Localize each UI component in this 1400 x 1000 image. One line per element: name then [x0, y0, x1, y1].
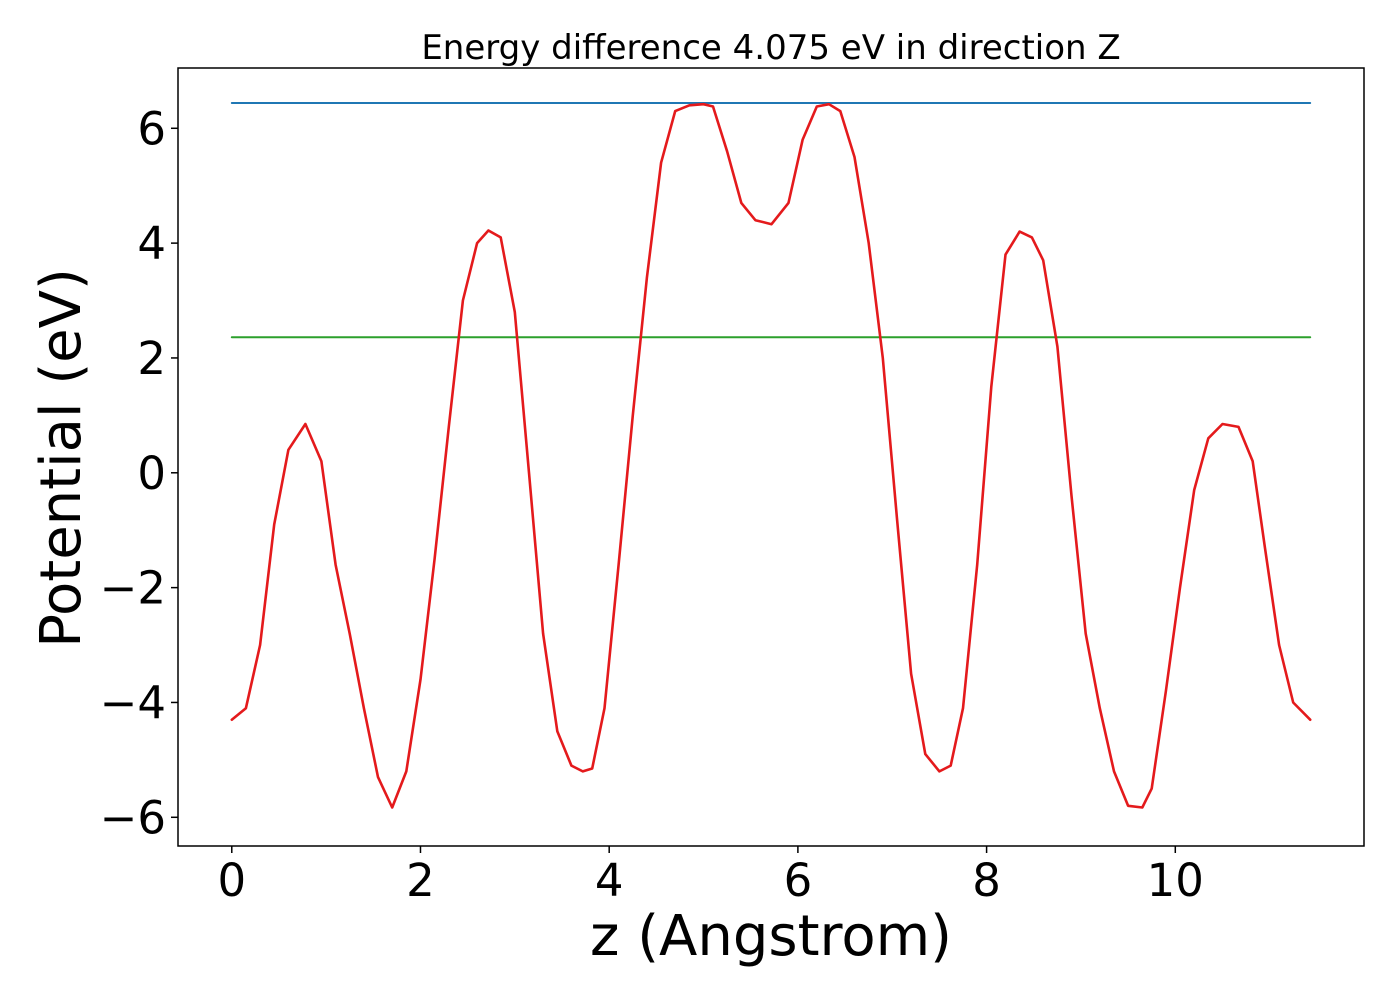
y-axis-label: Potential (eV) — [29, 268, 94, 648]
potential-curve — [230, 102, 1312, 809]
chart-title: Energy difference 4.075 eV in direction … — [421, 28, 1120, 68]
plot-frame — [177, 67, 1365, 847]
y-tick-label: −6 — [100, 791, 166, 844]
x-tick-label: 0 — [217, 854, 246, 907]
y-tick-label: −2 — [100, 562, 166, 615]
x-axis-label: z (Angstrom) — [590, 904, 952, 969]
x-axis-ticks: 0 2 4 6 8 10 — [217, 846, 1204, 907]
y-tick-label: 6 — [137, 102, 166, 155]
x-tick-label: 8 — [972, 854, 1001, 907]
x-tick-label: 2 — [406, 854, 435, 907]
x-tick-label: 10 — [1147, 854, 1204, 907]
y-tick-label: −4 — [100, 676, 166, 729]
y-axis-ticks: −6 −4 −2 0 2 4 6 — [100, 102, 178, 844]
y-tick-label: 2 — [137, 332, 166, 385]
y-tick-label: 0 — [137, 447, 166, 500]
x-tick-label: 4 — [595, 854, 624, 907]
x-tick-label: 6 — [784, 854, 813, 907]
y-tick-label: 4 — [137, 217, 166, 270]
plot-area — [230, 102, 1312, 809]
